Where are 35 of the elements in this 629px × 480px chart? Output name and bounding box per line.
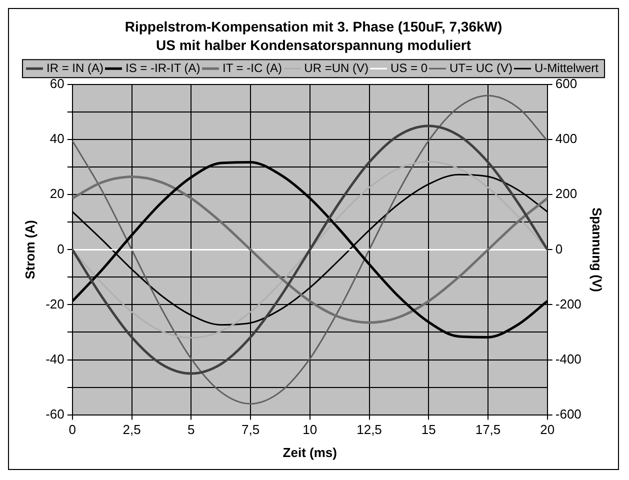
y-tick-label: 40 <box>50 131 64 146</box>
x-tick-label: 15 <box>421 422 436 438</box>
y2-tick-label: -600 <box>555 406 582 422</box>
legend-label: IT = -IC (A) <box>222 60 282 75</box>
legend-label: US = 0 <box>390 60 428 75</box>
y-tick-label: 20 <box>50 186 64 202</box>
y-tick-label: -20 <box>46 296 64 312</box>
y2-axis-title: Spannung (V) <box>590 207 605 292</box>
y-tick-label: 60 <box>50 76 64 92</box>
y2-tick-label: -200 <box>555 296 582 312</box>
x-tick-label: 17,5 <box>475 422 501 438</box>
y2-tick-label: 400 <box>555 131 578 146</box>
chart-subtitle: US mit halber Kondensatorspannung moduliert <box>156 37 472 54</box>
y2-tick-label: 0 <box>555 241 563 256</box>
legend-label: IR = IN (A) <box>46 60 104 75</box>
y-tick-label: 0 <box>57 241 64 256</box>
y-axis-title: Strom (A) <box>22 220 38 280</box>
legend-label: U-Mittelwert <box>534 60 600 75</box>
x-tick-label: 20 <box>540 422 555 438</box>
legend-label: IS = -IR-IT (A) <box>125 60 200 75</box>
y-tick-label: -40 <box>46 351 64 366</box>
legend-label: UR =UN (V) <box>304 60 368 75</box>
x-tick-label: 10 <box>302 422 318 438</box>
y2-tick-label: 600 <box>555 76 578 92</box>
x-tick-label: 0 <box>68 422 76 438</box>
x-tick-label: 7,5 <box>241 422 260 438</box>
x-tick-label: 12,5 <box>356 422 382 438</box>
x-tick-label: 2,5 <box>122 422 141 438</box>
x-axis-title: Zeit (ms) <box>282 444 337 460</box>
legend-label: UT= UC (V) <box>450 60 513 75</box>
y-tick-label: -60 <box>46 406 64 422</box>
chart-title: Rippelstrom-Kompensation mit 3. Phase (150uF, 7,36kW) <box>124 18 502 34</box>
x-tick-label: 5 <box>188 422 195 438</box>
y2-tick-label: 200 <box>555 186 578 202</box>
y2-tick-label: -400 <box>555 351 582 366</box>
